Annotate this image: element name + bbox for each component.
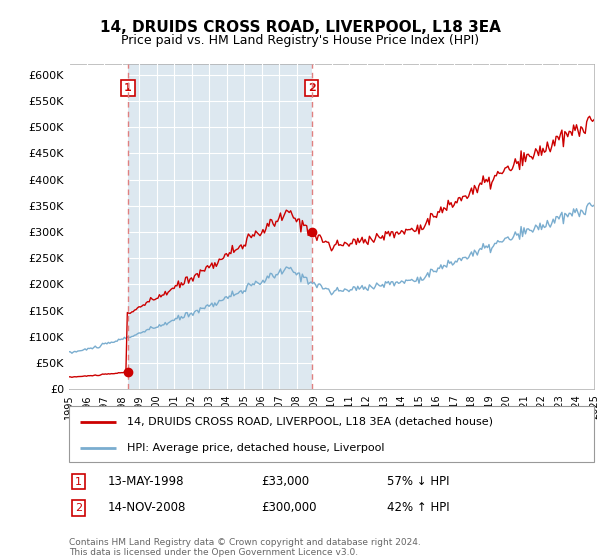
Text: 57% ↓ HPI: 57% ↓ HPI [387,475,449,488]
Text: 14-NOV-2008: 14-NOV-2008 [108,501,187,515]
Text: £300,000: £300,000 [261,501,317,515]
Text: Price paid vs. HM Land Registry's House Price Index (HPI): Price paid vs. HM Land Registry's House … [121,34,479,46]
Text: 14, DRUIDS CROSS ROAD, LIVERPOOL, L18 3EA: 14, DRUIDS CROSS ROAD, LIVERPOOL, L18 3E… [100,20,500,35]
Text: 2: 2 [75,503,82,513]
Bar [128,64,312,389]
Text: HPI: Average price, detached house, Liverpool: HPI: Average price, detached house, Live… [127,443,384,453]
Text: 14, DRUIDS CROSS ROAD, LIVERPOOL, L18 3EA (detached house): 14, DRUIDS CROSS ROAD, LIVERPOOL, L18 3E… [127,417,493,427]
Text: £33,000: £33,000 [261,475,309,488]
Text: 13-MAY-1998: 13-MAY-1998 [108,475,185,488]
Text: 42% ↑ HPI: 42% ↑ HPI [387,501,449,515]
Text: 1: 1 [124,83,132,93]
FancyBboxPatch shape [69,406,594,462]
Text: 1: 1 [75,477,82,487]
Text: 2: 2 [308,83,316,93]
Text: Contains HM Land Registry data © Crown copyright and database right 2024.
This d: Contains HM Land Registry data © Crown c… [69,538,421,557]
